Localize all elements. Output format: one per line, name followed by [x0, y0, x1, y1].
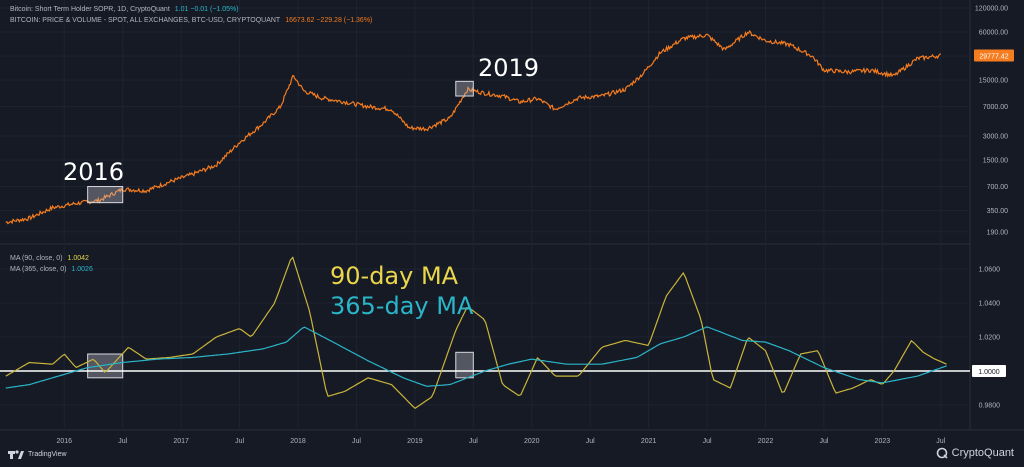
annotation-90day-ma: 90-day MA [330, 262, 459, 290]
annotation-365day-ma: 365-day MA [330, 292, 474, 320]
tradingview-icon [8, 450, 24, 459]
price-value: 16673.62 −229.28 (−1.36%) [285, 17, 373, 24]
highlight-box [87, 186, 124, 204]
legend-ma90-label: MA (90, close, 0) [10, 255, 63, 262]
sopr-y-tick-label: 0.9800 [979, 403, 1001, 410]
price-pane [5, 29, 942, 225]
price-last-value-label: 29777.42 [979, 54, 1008, 61]
x-tick-label: Jul [118, 438, 127, 445]
x-tick-label: Jul [235, 438, 244, 445]
cryptoquant-label: CryptoQuant [951, 447, 1014, 459]
sopr-y-tick-label: 1.0200 [979, 335, 1001, 342]
highlight-box [455, 80, 474, 97]
ma365-series-line [5, 326, 947, 389]
legend-ma365-label: MA (365, close, 0) [10, 266, 67, 273]
header-line-1: Bitcoin: Short Term Holder SOPR, 1D, Cry… [10, 6, 239, 13]
x-tick-label: Jul [352, 438, 361, 445]
price-last-value-badge [974, 49, 1014, 62]
highlight-box [455, 351, 474, 379]
baseline-label: 1.0000 [978, 369, 1000, 376]
legend-ma365: MA (365, close, 0) 1.0026 [10, 266, 93, 273]
x-tick-label: 2017 [173, 438, 189, 445]
tradingview-label: TradingView [28, 450, 67, 458]
baseline-badge [972, 365, 1006, 377]
sopr-value: 1.01 −0.01 (−1.05%) [174, 6, 239, 13]
price-y-tick-label: 15000.00 [979, 78, 1008, 85]
x-tick-label: 2021 [641, 438, 657, 445]
price-y-tick-label: 1500.00 [983, 158, 1008, 165]
price-y-tick-label: 120000.00 [975, 6, 1008, 13]
x-tick-label: Jul [586, 438, 595, 445]
price-y-tick-label: 7000.00 [983, 104, 1008, 111]
price-y-tick-label: 3000.00 [983, 134, 1008, 141]
x-tick-label: 2019 [407, 438, 423, 445]
sopr-y-tick-label: 1.0400 [979, 301, 1001, 308]
sopr-title: Bitcoin: Short Term Holder SOPR, 1D, Cry… [10, 6, 170, 13]
sopr-y-tick-label: 1.0600 [979, 267, 1001, 274]
tradingview-logo[interactable]: TradingView [8, 449, 67, 459]
annotation-2019: 2019 [478, 54, 540, 82]
axes: 2016 Jul 2017 Jul 2018 Jul 2019 Jul 2020 Jul 2021 J… [56, 6, 1014, 445]
cryptoquant-icon [936, 447, 948, 459]
legend-ma90: MA (90, close, 0) 1.0042 [10, 255, 89, 262]
price-y-tick-label: 60000.00 [979, 30, 1008, 37]
x-tick-label: Jul [469, 438, 478, 445]
x-tick-label: 2022 [758, 438, 774, 445]
cryptoquant-logo: CryptoQuant [936, 447, 1014, 459]
x-tick-label: Jul [819, 438, 828, 445]
price-y-tick-label: 190.00 [987, 229, 1009, 236]
sopr-pane [0, 256, 970, 410]
legend-ma90-value: 1.0042 [67, 255, 89, 262]
x-tick-label: 2016 [56, 438, 72, 445]
highlight-box [87, 353, 124, 379]
x-tick-label: 2018 [290, 438, 306, 445]
x-tick-label: 2020 [524, 438, 540, 445]
price-y-tick-label: 700.00 [987, 184, 1009, 191]
x-tick-label: Jul [936, 438, 945, 445]
price-y-tick-label: 350.00 [987, 208, 1009, 215]
x-tick-label: 2023 [875, 438, 891, 445]
ma90-series-line [5, 256, 947, 410]
x-tick-label: Jul [703, 438, 712, 445]
legend-ma365-value: 1.0026 [71, 266, 93, 273]
header-line-2: BITCOIN: PRICE & VOLUME - SPOT, ALL EXCH… [10, 17, 372, 24]
price-title: BITCOIN: PRICE & VOLUME - SPOT, ALL EXCH… [10, 17, 281, 24]
annotation-2016: 2016 [63, 158, 125, 186]
